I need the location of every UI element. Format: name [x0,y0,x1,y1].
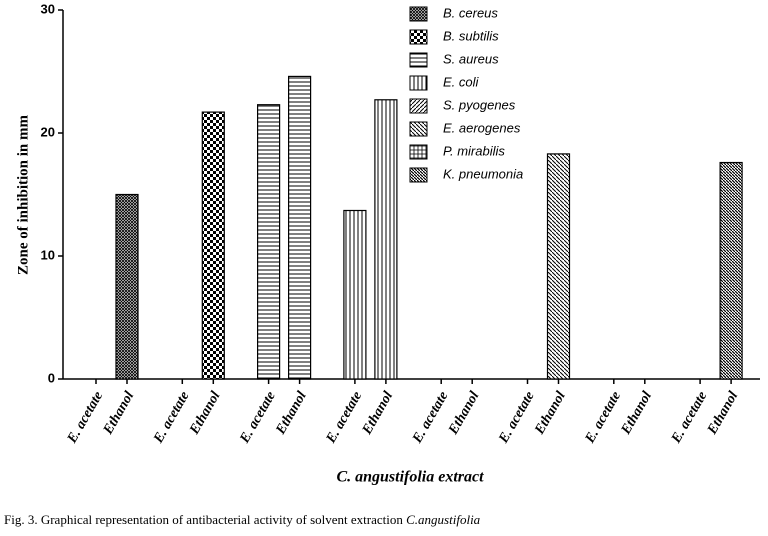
x-tick-label: E. acetate [151,389,193,447]
caption: Fig. 3. Graphical representation of anti… [4,512,481,527]
legend-label: B. cereus [443,5,498,20]
x-tick-label: E. acetate [237,389,279,447]
legend-label: S. aureus [443,51,499,66]
legend-label: P. mirabilis [443,143,505,158]
legend-label: B. subtilis [443,28,499,43]
x-tick-label: Ethanol [618,389,655,438]
bar [343,209,367,380]
legend-swatch [409,29,428,45]
x-tick-label: E. acetate [64,389,106,447]
y-tick-label: 30 [41,1,55,16]
legend-swatch [409,6,428,22]
x-tick-label: Ethanol [187,389,224,438]
x-tick-label: Ethanol [100,389,137,438]
bar [374,99,398,380]
x-tick-label: Ethanol [532,389,569,438]
bar [201,111,225,380]
legend-swatch [409,52,428,68]
bar [288,75,312,380]
bar [719,161,743,380]
bar [546,153,571,380]
legend-swatch [409,144,428,160]
legend-swatch [409,75,428,91]
y-tick-label: 10 [41,247,55,262]
legend-label: K. pneumonia [443,166,523,181]
caption-text: Fig. 3. Graphical representation of anti… [4,512,406,527]
x-tick-label: E. acetate [323,389,365,447]
x-tick-label: Ethanol [359,389,396,438]
legend-label: S. pyogenes [443,97,516,112]
x-tick-label: E. acetate [668,389,710,447]
x-axis-label: C. angustifolia extract [336,469,484,486]
x-tick-label: Ethanol [705,389,742,438]
legend-swatch [409,121,428,137]
legend-label: E. aerogenes [443,120,521,135]
legend-swatch [409,167,428,183]
x-tick-label: E. acetate [496,389,538,447]
y-tick-label: 20 [41,124,55,139]
x-tick-label: E. acetate [582,389,624,447]
x-tick-label: Ethanol [446,389,483,438]
legend-label: E. coli [443,74,480,89]
x-tick-label: E. acetate [410,389,452,447]
y-tick-label: 0 [48,370,55,385]
bar [257,104,281,380]
bar [115,193,139,380]
caption-species: C.angustifolia [406,512,481,527]
y-axis-label: Zone of inhibition in mm [15,114,31,275]
legend-swatch [409,98,428,114]
x-tick-label: Ethanol [273,389,310,438]
